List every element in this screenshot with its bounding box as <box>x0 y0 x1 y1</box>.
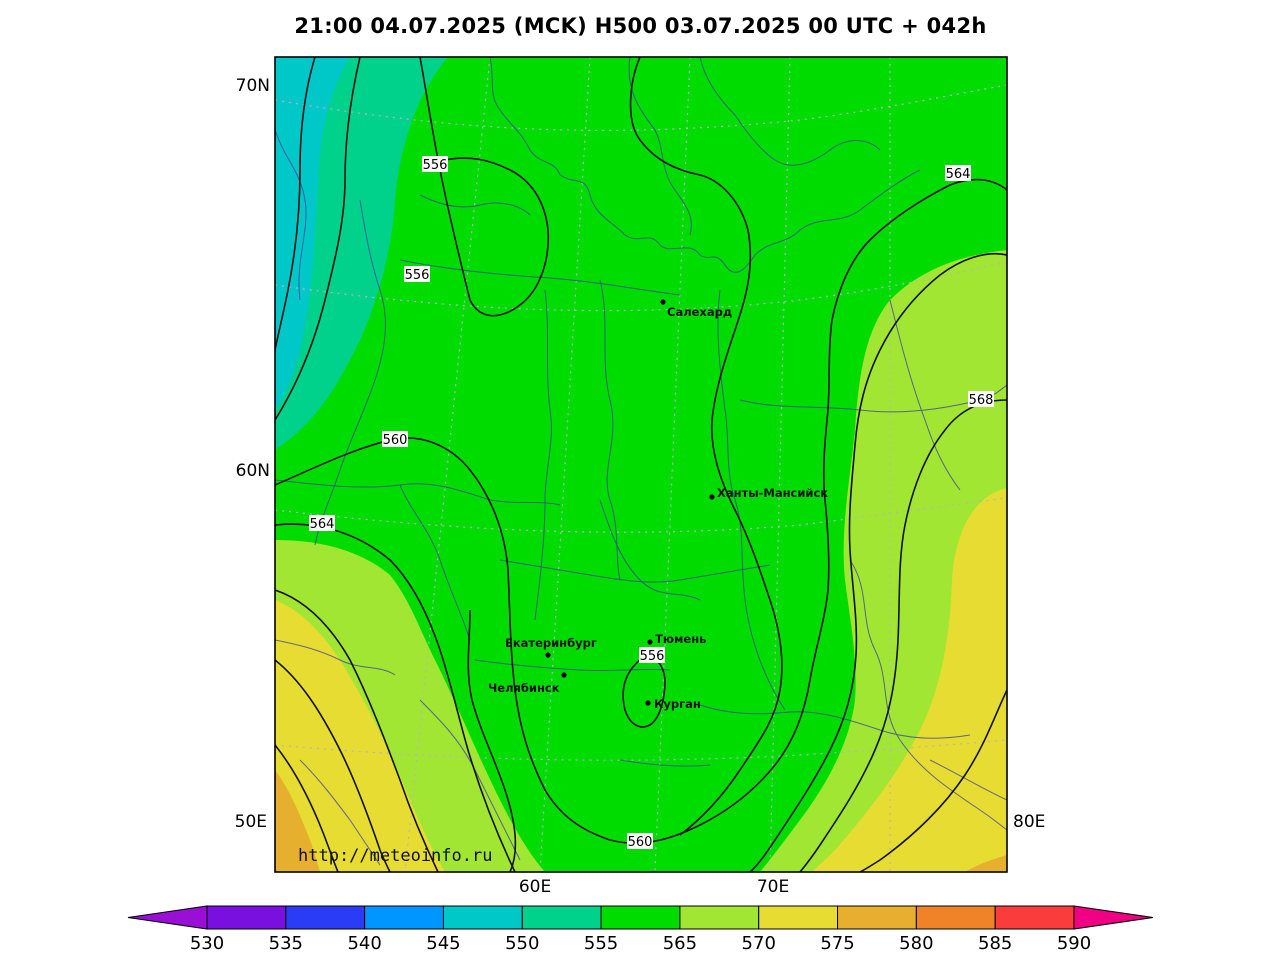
colorbar-swatch <box>837 905 917 930</box>
lon-label-50e: 50E <box>235 812 267 832</box>
colorbar-arrow-high <box>1073 905 1154 930</box>
contour-564 <box>275 523 516 872</box>
colorbar-tick-label: 545 <box>426 933 460 954</box>
colorbar-tick-label: 535 <box>269 933 303 954</box>
contour-564-east <box>749 252 1007 872</box>
colorbar-tick-label: 580 <box>899 933 933 954</box>
contour-568-sw <box>275 589 439 872</box>
map-frame <box>274 56 1008 873</box>
city-marker <box>561 672 567 678</box>
contour-556-main-sw <box>467 609 517 872</box>
contours <box>275 57 1007 872</box>
colorbar-tick-label: 530 <box>190 933 224 954</box>
map-title: 21:00 04.07.2025 (MCK) H500 03.07.2025 0… <box>294 14 987 38</box>
contour-556-west <box>275 57 361 421</box>
contour-572 <box>859 689 1007 872</box>
colorbar-tick-label: 575 <box>820 933 854 954</box>
colorbar-swatch <box>915 905 996 930</box>
contour-572-sw <box>275 659 391 872</box>
contour-label: 564 <box>946 167 971 182</box>
graticule <box>275 57 1007 872</box>
colorbar-swatch <box>285 905 366 930</box>
colorbar-tick-label: 550 <box>505 933 539 954</box>
city-label: Тюмень <box>655 632 706 646</box>
contour-label: 564 <box>310 517 335 532</box>
city-marker <box>545 652 551 658</box>
contour-556-main <box>629 57 783 836</box>
city-label: Челябинск <box>488 681 560 695</box>
lat-label-60n: 60N <box>236 461 270 481</box>
contour-label: 560 <box>383 433 408 448</box>
colorbar-swatch <box>758 905 839 930</box>
city-tyumen: Тюмень <box>647 632 706 646</box>
colorbar-swatch <box>206 905 287 930</box>
city-marker <box>647 639 653 645</box>
colorbar-swatch <box>679 905 760 930</box>
city-label: Курган <box>654 697 701 711</box>
colorbar: 530 535 540 545 550 555 565 570 575 580 585 590 <box>127 905 1154 954</box>
city-salekhard: Салехард <box>660 299 732 319</box>
colorbar-tick-label: 590 <box>1057 933 1091 954</box>
contour-labels: 556 556 556 560 560 564 564 568 <box>309 156 994 850</box>
field-575-580-sw <box>275 770 320 872</box>
colorbar-swatch <box>994 905 1075 930</box>
field-570-575-e <box>812 488 1007 872</box>
colorbar-tick-label: 555 <box>584 933 618 954</box>
contour-552-west <box>275 57 316 351</box>
city-label: Салехард <box>667 305 732 319</box>
colorbar-swatch <box>521 905 602 930</box>
lon-label-70e: 70E <box>757 877 789 897</box>
map-field: 556 556 556 560 560 564 564 568 Салехард… <box>275 57 1007 872</box>
city-marker <box>660 299 666 305</box>
city-khanty-mansiysk: Ханты-Мансийск <box>709 486 828 500</box>
field-575-580-e <box>965 855 1007 872</box>
contour-label: 556 <box>640 649 665 664</box>
city-kurgan: Курган <box>645 697 701 711</box>
contour-label: 560 <box>628 835 653 850</box>
contour-568 <box>799 399 1007 872</box>
colorbar-arrow-low <box>127 905 208 930</box>
lon-label-60e: 60E <box>519 877 551 897</box>
city-label: Ханты-Мансийск <box>717 486 828 500</box>
city-label: Екатеринбург <box>505 636 597 650</box>
colorbar-swatch <box>364 905 444 930</box>
contour-576-sw <box>275 744 339 872</box>
colorbar-tick-label: 565 <box>663 933 697 954</box>
field-570-575-sw <box>275 600 445 872</box>
contour-560 <box>275 178 1007 844</box>
contour-label: 568 <box>969 393 994 408</box>
colorbar-swatch <box>442 905 523 930</box>
cities: Салехард Ханты-Мансийск Екатеринбург Тюм… <box>488 299 828 711</box>
lat-label-70n: 70N <box>236 76 270 96</box>
colorbar-tick-label: 570 <box>742 933 776 954</box>
city-chelyabinsk: Челябинск <box>488 672 567 695</box>
colorbar-tick-label: 540 <box>347 933 381 954</box>
source-url: http://meteoinfo.ru <box>298 846 492 866</box>
colorbar-tick-label: 585 <box>978 933 1012 954</box>
field-545-550 <box>275 57 350 410</box>
contour-label: 556 <box>423 158 448 173</box>
city-yekaterinburg: Екатеринбург <box>505 636 597 658</box>
contour-label: 556 <box>405 268 430 283</box>
city-marker <box>645 700 651 706</box>
colorbar-swatch <box>600 905 681 930</box>
city-marker <box>709 494 715 500</box>
lon-label-80e: 80E <box>1013 812 1045 832</box>
